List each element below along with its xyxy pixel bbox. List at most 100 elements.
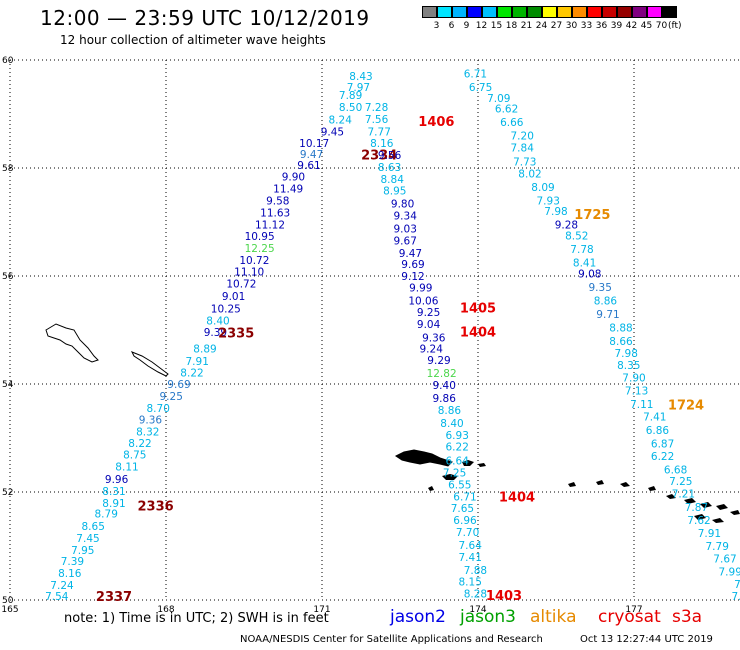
wave-height-value: 7.09 xyxy=(487,93,510,105)
pass-time-label: 2334 xyxy=(361,149,397,164)
wave-height-value: 7.90 xyxy=(622,373,645,385)
pass-time-label: 2335 xyxy=(218,327,254,342)
wave-height-value: 9.36 xyxy=(422,333,446,345)
wave-height-value: 7.87 xyxy=(685,502,708,514)
wave-height-value: 7.13 xyxy=(625,385,648,397)
wave-height-value: 8.86 xyxy=(594,295,618,307)
colorbar-swatch xyxy=(557,6,572,18)
island-outline xyxy=(462,460,474,466)
wave-height-value: 7.93 xyxy=(537,195,560,207)
pass-time-label: 1724 xyxy=(668,399,704,414)
wave-height-value: 7.25 xyxy=(669,476,692,488)
pass-time-label: 2336 xyxy=(138,500,174,515)
colorbar-swatch xyxy=(437,6,452,18)
wave-height-value: 6.62 xyxy=(495,104,518,116)
wave-height-value: 8.70 xyxy=(147,403,170,415)
wave-height-value: 7.54 xyxy=(45,591,69,603)
wave-height-value: 9.01 xyxy=(222,291,245,303)
wave-height-value: 7.39 xyxy=(61,556,84,568)
wave-height-value: 10.06 xyxy=(408,295,438,307)
wave-height-value: 11.12 xyxy=(255,220,285,232)
lat-tick-label: 52 xyxy=(2,488,13,498)
pass-time-label: 1406 xyxy=(418,115,454,130)
colorbar-label: 3 xyxy=(433,21,440,31)
wave-height-value: 9.80 xyxy=(391,199,414,211)
island-outline xyxy=(648,486,656,491)
wave-height-value: 8.88 xyxy=(609,322,632,334)
island-outline xyxy=(442,474,458,480)
colorbar-swatch xyxy=(602,6,617,18)
wave-height-value: 7.56 xyxy=(365,114,389,126)
wave-height-value: 7.62 xyxy=(687,515,710,527)
wave-height-value: 8.35 xyxy=(617,360,640,372)
wave-height-value: 6.22 xyxy=(446,442,469,454)
wave-height-value: 8.40 xyxy=(440,418,463,430)
island-outline xyxy=(666,494,676,499)
wave-height-value: 9.36 xyxy=(139,415,163,427)
colorbar-swatch xyxy=(452,6,467,18)
wave-height-value: 7.11 xyxy=(630,399,653,411)
colorbar-label: 12 xyxy=(475,21,488,31)
footer-note: note: 1) Time is in UTC; 2) SWH is in fe… xyxy=(64,611,329,626)
wave-height-value: 7.21 xyxy=(672,489,695,501)
wave-height-value: 7.73 xyxy=(513,157,536,169)
pass-time-label: 1725 xyxy=(574,208,610,223)
lat-tick-label: 58 xyxy=(2,164,14,174)
wave-height-value: 6.22 xyxy=(651,451,674,463)
wave-height-value: 9.28 xyxy=(555,220,578,232)
colorbar-swatch xyxy=(482,6,497,18)
wave-height-value: 8.52 xyxy=(565,231,588,243)
island-outline xyxy=(620,482,630,487)
colorbar-label: 27 xyxy=(550,21,563,31)
wave-height-value: 8.22 xyxy=(128,438,151,450)
wave-height-value: 7.33 xyxy=(732,591,740,603)
island-outline xyxy=(478,463,486,467)
wave-height-value: 9.34 xyxy=(394,211,418,223)
colorbar-label: 15 xyxy=(490,21,503,31)
coastline xyxy=(45,323,740,523)
island-outline xyxy=(712,518,724,523)
colorbar-swatch xyxy=(587,6,602,18)
wave-height-value: 9.45 xyxy=(321,126,344,138)
colorbar-label: 42 xyxy=(625,21,638,31)
island-outline xyxy=(130,351,169,377)
wave-height-value: 7.45 xyxy=(76,533,99,545)
wave-height-value: 9.39 xyxy=(204,327,227,339)
wave-height-value: 6.55 xyxy=(448,479,471,491)
colorbar-swatch xyxy=(617,6,632,18)
wave-height-value: 6.93 xyxy=(446,430,469,442)
wave-height-value: 8.31 xyxy=(102,486,125,498)
colorbar-label: 9 xyxy=(463,21,470,31)
wave-height-value: 7.24 xyxy=(50,580,74,592)
colorbar-label: 33 xyxy=(580,21,593,31)
wave-height-value: 9.03 xyxy=(394,223,417,235)
wave-height-value: 12.82 xyxy=(427,368,457,380)
island-outline xyxy=(395,449,453,467)
wave-height-value: 8.84 xyxy=(381,174,405,186)
wave-height-value: 8.43 xyxy=(349,71,372,83)
wave-height-value: 12.25 xyxy=(245,243,275,255)
legend-s3a: s3a xyxy=(672,607,703,627)
wave-height-value: 8.02 xyxy=(518,168,541,180)
wave-height-value: 9.24 xyxy=(420,343,444,355)
wave-height-value: 9.25 xyxy=(160,391,183,403)
island-outline xyxy=(684,498,696,504)
wave-height-value: 6.87 xyxy=(651,438,674,450)
lon-tick-label: 177 xyxy=(625,605,642,615)
wave-height-value: 8.86 xyxy=(438,405,462,417)
generated-timestamp: Oct 13 12:27:44 UTC 2019 xyxy=(580,634,713,645)
island-outline xyxy=(716,504,728,510)
wave-height-value: 9.47 xyxy=(399,248,422,260)
wave-height-value: 7.73 xyxy=(734,579,740,591)
wave-height-value: 7.91 xyxy=(698,528,721,540)
wave-height-value: 9.40 xyxy=(433,380,456,392)
wave-height-value: 7.70 xyxy=(456,527,479,539)
wave-height-value: 7.78 xyxy=(570,244,593,256)
wave-height-value: 9.47 xyxy=(300,149,323,161)
colorbar-swatch xyxy=(662,6,677,18)
wave-height-value: 11.49 xyxy=(273,184,303,196)
colorbar-unit: (ft) xyxy=(668,21,682,31)
colorbar-label: 6 xyxy=(448,21,455,31)
island-outline xyxy=(596,480,604,485)
wave-height-value: 9.58 xyxy=(266,195,289,207)
